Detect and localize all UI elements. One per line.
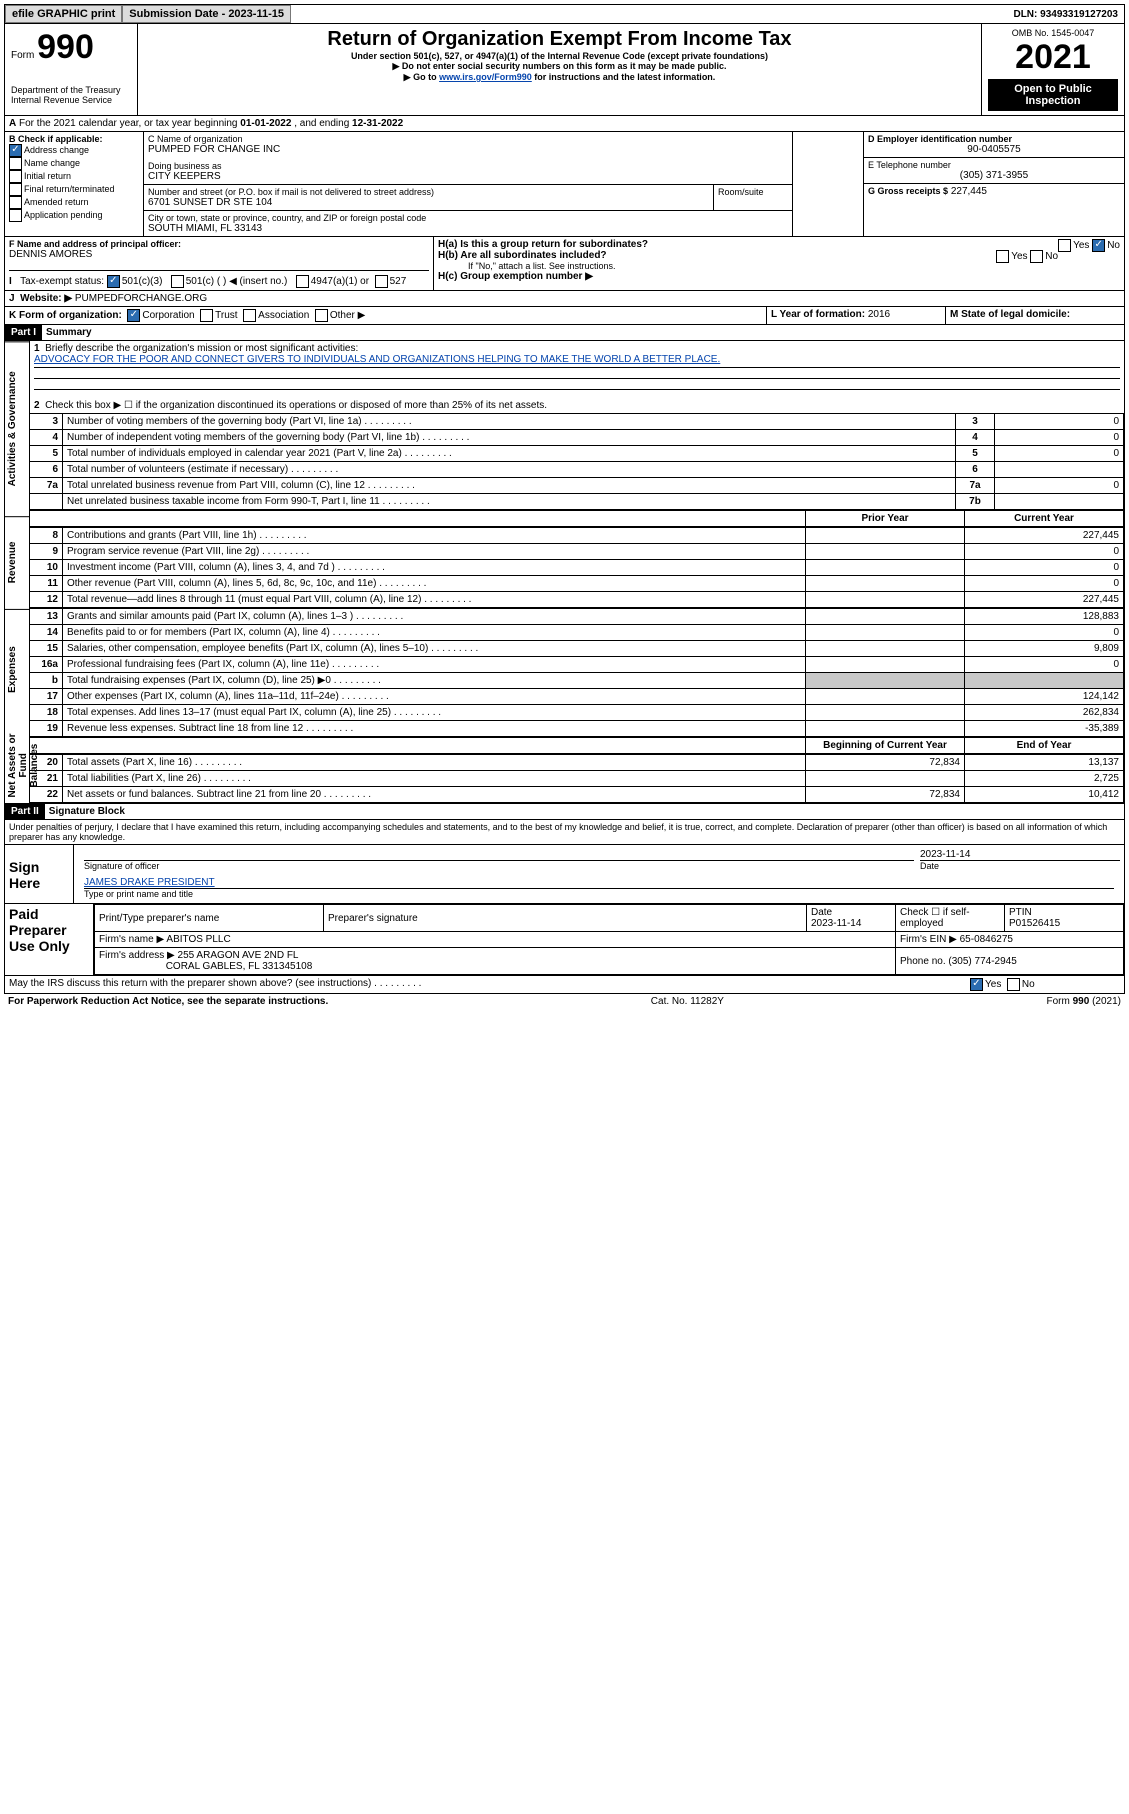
discuss-row: May the IRS discuss this return with the… [4, 976, 1125, 994]
side-expenses: Expenses [5, 609, 29, 729]
side-governance: Activities & Governance [5, 341, 29, 516]
dba: CITY KEEPERS [148, 171, 788, 182]
e-label: E Telephone number [868, 160, 1120, 170]
line-klm: K Form of organization: Corporation Trus… [4, 307, 1125, 325]
cb-assoc[interactable] [243, 309, 256, 322]
f-name: DENNIS AMORES [9, 249, 429, 260]
submission-btn[interactable]: Submission Date - 2023-11-15 [122, 5, 291, 23]
cb-ha-no[interactable] [1092, 239, 1105, 252]
subtitle3: ▶ Go to www.irs.gov/Form990 for instruct… [144, 72, 975, 83]
cb-name[interactable] [9, 157, 22, 170]
b-label: B Check if applicable: [9, 134, 139, 144]
c-name-label: C Name of organization [148, 134, 788, 144]
cb-pending[interactable] [9, 209, 22, 222]
rev-header: Prior YearCurrent Year [30, 510, 1124, 527]
cb-address[interactable] [9, 144, 22, 157]
form-title: Return of Organization Exempt From Incom… [144, 28, 975, 51]
form-header: Form 990 Department of the Treasury Inte… [4, 24, 1125, 116]
dba-label: Doing business as [148, 161, 788, 171]
subtitle1: Under section 501(c), 527, or 4947(a)(1)… [144, 51, 975, 61]
cb-initial[interactable] [9, 170, 22, 183]
efile-btn[interactable]: efile GRAPHIC print [5, 5, 122, 23]
cb-ha-yes[interactable] [1058, 239, 1071, 252]
cb-final[interactable] [9, 183, 22, 196]
cb-discuss-yes[interactable] [970, 978, 983, 991]
street: 6701 SUNSET DR STE 104 [148, 197, 709, 208]
net-table: 20 Total assets (Part X, line 16) 72,834… [30, 754, 1124, 803]
irs: Internal Revenue Service [11, 95, 131, 105]
subtitle2: ▶ Do not enter social security numbers o… [144, 61, 975, 72]
dln: DLN: 93493319127203 [1007, 7, 1124, 22]
sign-here: Sign Here [5, 845, 74, 903]
g-val: 227,445 [951, 186, 987, 197]
cb-trust[interactable] [200, 309, 213, 322]
cb-hb-no[interactable] [1030, 250, 1043, 263]
cb-4947[interactable] [296, 275, 309, 288]
line-j: J Website: ▶ PUMPEDFORCHANGE.ORG [4, 291, 1125, 307]
form-word: Form [11, 50, 34, 61]
c-name: PUMPED FOR CHANGE INC [148, 144, 788, 155]
cb-other[interactable] [315, 309, 328, 322]
rev-table: 8 Contributions and grants (Part VIII, l… [30, 527, 1124, 608]
room-label: Room/suite [718, 187, 788, 197]
website: PUMPEDFORCHANGE.ORG [75, 293, 207, 304]
open-inspection: Open to Public Inspection [988, 79, 1118, 111]
e-val: (305) 371-3955 [868, 170, 1120, 181]
f-label: F Name and address of principal officer: [9, 239, 429, 249]
g-label: G Gross receipts $ [868, 186, 948, 196]
part1-body: Activities & Governance Revenue Expenses… [4, 341, 1125, 804]
mission: ADVOCACY FOR THE POOR AND CONNECT GIVERS… [34, 354, 720, 365]
footer: For Paperwork Reduction Act Notice, see … [4, 994, 1125, 1009]
d-val: 90-0405575 [868, 144, 1120, 155]
city-label: City or town, state or province, country… [148, 213, 788, 223]
cb-hb-yes[interactable] [996, 250, 1009, 263]
sign-here-block: Sign Here Signature of officer 2023-11-1… [4, 845, 1125, 904]
part1-header: Part I Summary [4, 325, 1125, 341]
net-header: Beginning of Current YearEnd of Year [30, 737, 1124, 754]
omb: OMB No. 1545-0047 [988, 28, 1118, 38]
cb-501c[interactable] [171, 275, 184, 288]
line-a: A For the 2021 calendar year, or tax yea… [4, 116, 1125, 132]
exp-table: 13 Grants and similar amounts paid (Part… [30, 608, 1124, 737]
block-bcdeg: B Check if applicable: Address change Na… [4, 132, 1125, 237]
city: SOUTH MIAMI, FL 33143 [148, 223, 788, 234]
cb-527[interactable] [375, 275, 388, 288]
side-net: Net Assets or Fund Balances [5, 728, 29, 803]
paid-preparer: Paid Preparer Use Only Print/Type prepar… [4, 904, 1125, 976]
cb-amended[interactable] [9, 196, 22, 209]
cb-501c3[interactable] [107, 275, 120, 288]
cb-discuss-no[interactable] [1007, 978, 1020, 991]
irs-link[interactable]: www.irs.gov/Form990 [439, 72, 532, 82]
gov-table: 3 Number of voting members of the govern… [30, 413, 1124, 510]
dept: Department of the Treasury [11, 85, 131, 95]
d-label: D Employer identification number [868, 134, 1120, 144]
street-label: Number and street (or P.O. box if mail i… [148, 187, 709, 197]
side-revenue: Revenue [5, 516, 29, 608]
paid-label: Paid Preparer Use Only [5, 904, 94, 975]
declaration: Under penalties of perjury, I declare th… [4, 820, 1125, 845]
topbar: efile GRAPHIC print Submission Date - 20… [4, 4, 1125, 24]
part2-header: Part II Signature Block [4, 804, 1125, 820]
officer-name: JAMES DRAKE PRESIDENT [84, 877, 215, 888]
form-990: 990 [37, 28, 94, 66]
block-fh: F Name and address of principal officer:… [4, 237, 1125, 291]
cb-corp[interactable] [127, 309, 140, 322]
tax-year: 2021 [988, 38, 1118, 77]
